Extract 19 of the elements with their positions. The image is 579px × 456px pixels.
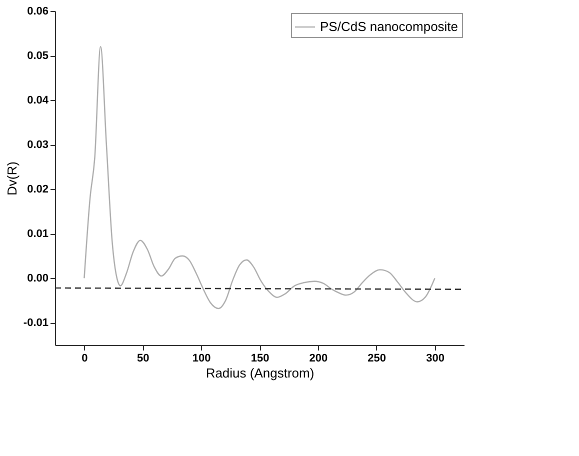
- x-tick-label: 200: [309, 352, 328, 364]
- y-tick-label: 0.02: [27, 184, 48, 196]
- y-tick-label: 0.03: [27, 139, 48, 152]
- y-tick-label: -0.01: [23, 317, 48, 330]
- y-axis-title: Dv(R): [4, 162, 20, 196]
- legend-label: PS/CdS nanocomposite: [320, 19, 458, 34]
- y-tick-label: 0.00: [27, 272, 48, 285]
- x-tick-label: 250: [368, 352, 386, 364]
- line-series: [84, 46, 436, 310]
- y-tick-label: 0.05: [27, 50, 48, 62]
- y-tick-label: 0.04: [27, 94, 50, 107]
- x-axis-title: Radius (Angstrom): [206, 366, 314, 380]
- x-tick-label: 300: [426, 352, 444, 364]
- y-tick-label: 0.06: [27, 6, 48, 18]
- y-tick-label: 0.01: [27, 228, 48, 240]
- x-tick-label: 100: [192, 352, 211, 364]
- x-tick-label: 50: [137, 352, 150, 364]
- x-tick-label: 0: [82, 352, 88, 364]
- x-tick-label: 150: [250, 352, 270, 364]
